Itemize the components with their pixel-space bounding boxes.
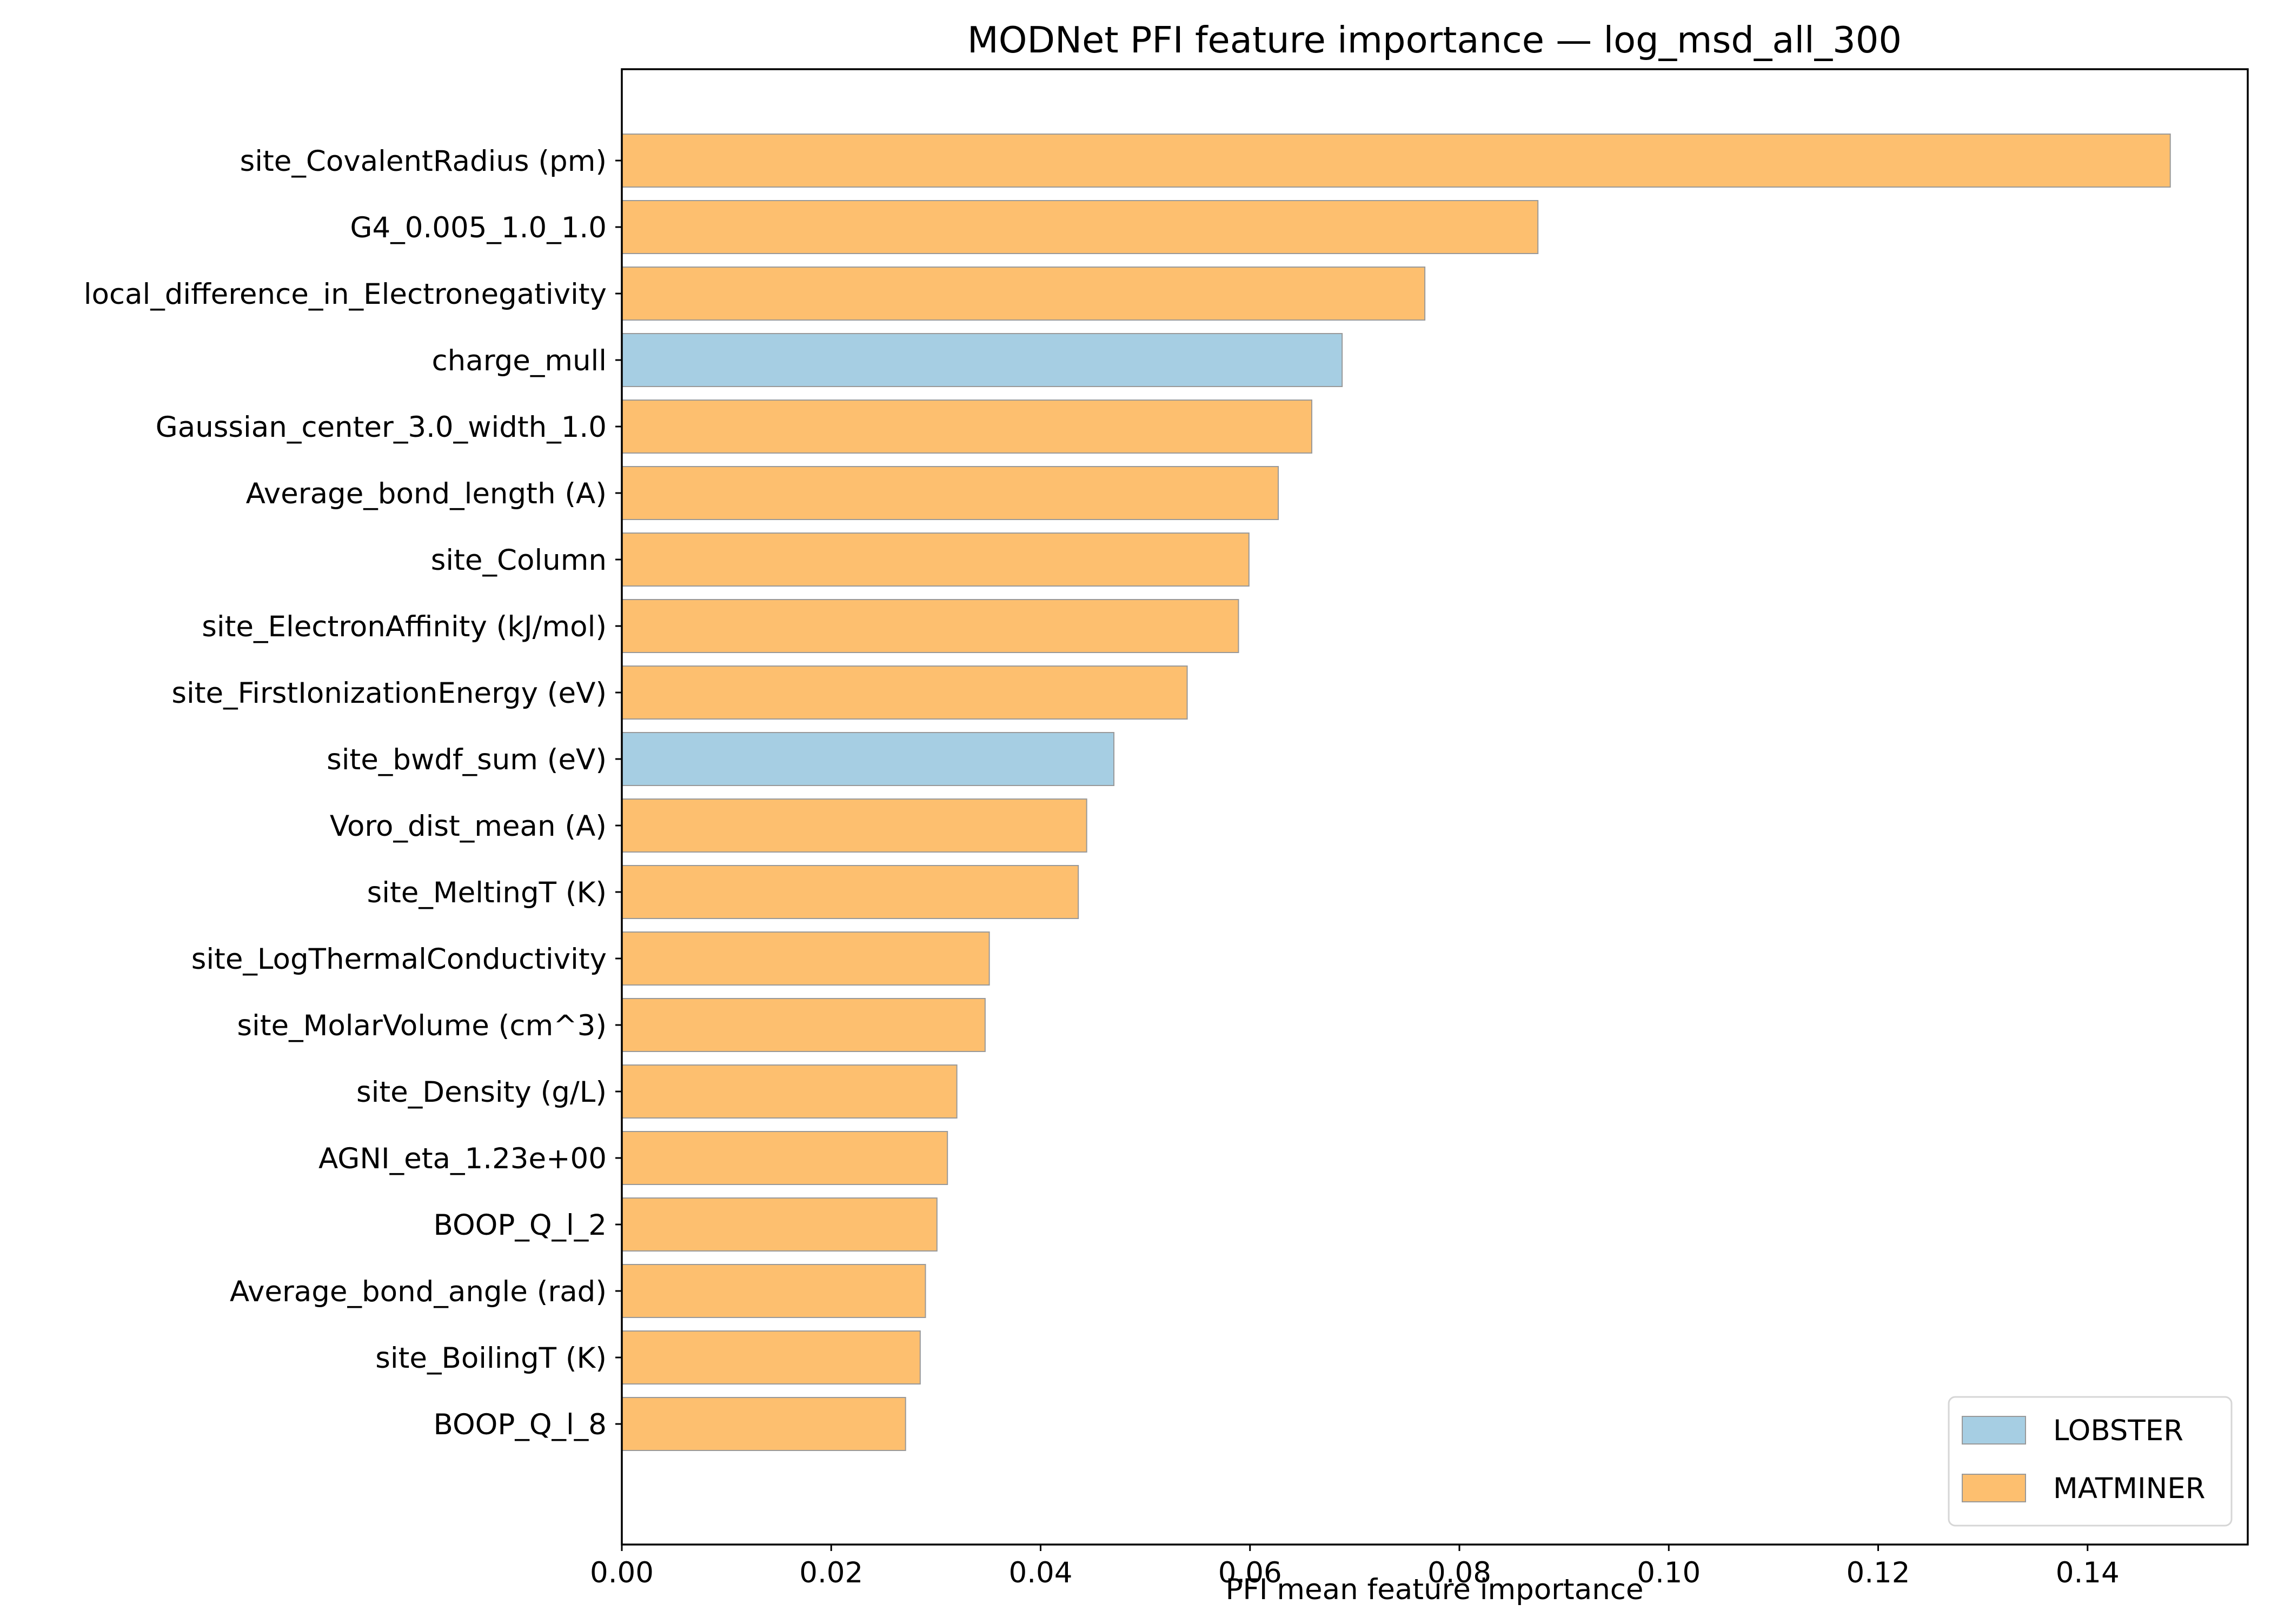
x-tick-label: 0.02 [799, 1556, 863, 1589]
bar-matminer [621, 599, 1239, 653]
x-tick-label: 0.12 [1846, 1556, 1910, 1589]
bar-matminer [621, 267, 1426, 321]
y-tick-label: site_CovalentRadius (pm) [240, 145, 607, 178]
y-tick-label: site_Density (g/L) [356, 1076, 607, 1109]
y-tick-label: Average_bond_angle (rad) [230, 1275, 607, 1308]
y-axis-ticks: site_CovalentRadius (pm) G4_0.005_1.0_1.0… [84, 145, 622, 1441]
bar-matminer [621, 931, 990, 986]
bar-matminer [621, 200, 1539, 254]
bar-matminer [621, 1397, 906, 1451]
x-axis-ticks: 0.00 0.02 0.04 0.06 0.08 0.10 0.12 0.14 [590, 1545, 2120, 1589]
y-tick-label: AGNI_eta_1.23e+00 [318, 1142, 607, 1175]
bar-matminer [621, 1330, 921, 1385]
y-tick-label: site_MeltingT (K) [367, 876, 607, 909]
x-tick-label: 0.14 [2056, 1556, 2120, 1589]
y-tick-label: site_ElectronAffinity (kJ/mol) [202, 610, 607, 643]
bar-lobster [621, 732, 1115, 786]
bar-matminer [621, 1064, 958, 1119]
y-tick-label: site_bwdf_sum (eV) [327, 743, 607, 776]
y-tick-label: Gaussian_center_3.0_width_1.0 [156, 411, 607, 444]
bar-matminer [621, 400, 1312, 454]
x-tick-label: 0.00 [590, 1556, 654, 1589]
x-tick-label: 0.08 [1427, 1556, 1491, 1589]
bar-matminer [621, 798, 1087, 853]
y-tick-label: site_MolarVolume (cm^3) [237, 1009, 607, 1042]
legend-swatch-lobster [1962, 1416, 2026, 1445]
bar-matminer [621, 1131, 948, 1185]
y-tick-label: Average_bond_length (A) [246, 477, 607, 510]
x-tick-label: 0.04 [1008, 1556, 1072, 1589]
bar-matminer [621, 998, 986, 1052]
bar-matminer [621, 134, 2171, 188]
bar-matminer [621, 533, 1250, 587]
bar-lobster [621, 333, 1343, 387]
bar-matminer [621, 466, 1279, 520]
y-tick-label: Voro_dist_mean (A) [330, 810, 607, 843]
bar-matminer [621, 1197, 938, 1252]
bar-matminer [621, 665, 1188, 720]
y-tick-label: site_FirstIonizationEnergy (eV) [171, 677, 607, 710]
axes-frame [621, 68, 2249, 1546]
legend: LOBSTER MATMINER [1948, 1396, 2233, 1527]
y-tick-label: BOOP_Q_l_2 [434, 1209, 607, 1242]
bar-matminer [621, 865, 1079, 919]
bar-matminer [621, 1264, 926, 1318]
y-tick-label: site_Column [431, 544, 607, 577]
x-axis-label: PFI mean feature importance [1225, 1573, 1643, 1606]
legend-swatch-matminer [1962, 1474, 2026, 1502]
y-tick-label: charge_mull [432, 344, 607, 377]
bars-group [621, 134, 2171, 1451]
y-tick-label: site_LogThermalConductivity [191, 943, 607, 976]
y-tick-label: BOOP_Q_l_8 [434, 1408, 607, 1441]
chart-title: MODNet PFI feature importance — log_msd_… [967, 19, 1902, 61]
y-tick-label: local_difference_in_Electronegativity [84, 278, 607, 311]
legend-label-matminer: MATMINER [2053, 1472, 2206, 1505]
x-tick-label: 0.06 [1218, 1556, 1282, 1589]
x-tick-label: 0.10 [1637, 1556, 1701, 1589]
y-tick-label: site_BoilingT (K) [375, 1342, 607, 1375]
y-tick-label: G4_0.005_1.0_1.0 [350, 211, 607, 244]
legend-label-lobster: LOBSTER [2053, 1414, 2183, 1447]
